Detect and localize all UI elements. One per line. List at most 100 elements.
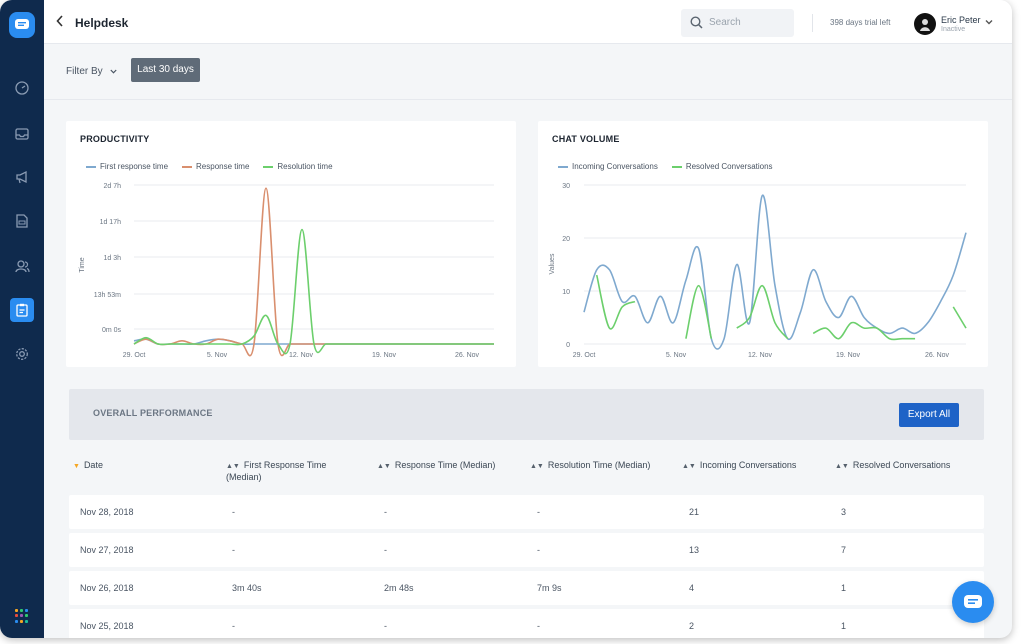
export-all-button[interactable]: Export All [899,403,959,427]
series-line [812,321,916,341]
search-input[interactable]: Search [681,9,794,37]
column-header-incoming[interactable]: ▲▼ Incoming Conversations [682,460,796,472]
cell-response: 2m 48s [384,583,414,593]
cell-response: - [384,545,387,555]
table-row[interactable]: Nov 27, 2018 - - - 13 7 [69,533,984,567]
settings-gear-icon[interactable] [10,342,34,366]
series-line [133,187,494,357]
legend-swatch [558,165,568,168]
cell-resolution: 7m 9s [537,583,562,593]
table-row[interactable]: Nov 25, 2018 - - - 2 1 [69,609,984,638]
x-tick: 29. Oct [573,352,596,359]
legend-label: Resolved Conversations [685,162,773,171]
cell-incoming: 21 [689,507,700,517]
column-header-label: Incoming Conversations [699,460,797,470]
document-icon[interactable] [10,209,34,233]
x-tick: 12. Nov [289,352,314,359]
legend-item[interactable]: Resolved Conversations [671,162,773,171]
series-line [583,194,967,350]
back-chevron-icon[interactable] [56,14,64,30]
reports-icon[interactable] [10,298,34,322]
productivity-chart: Time 2d 7h 1d 17h 1d 3h 13h 53m 0m 0s 29… [79,183,494,359]
chat-volume-chart: Values 30 20 10 0 29. Oct 5. Nov 12. Nov… [549,183,967,359]
inbox-icon[interactable] [10,121,34,145]
series-line [133,228,494,355]
legend-item[interactable]: Incoming Conversations [558,162,658,171]
cell-date: Nov 28, 2018 [80,507,134,517]
cell-incoming: 13 [689,545,700,555]
chat-volume-legend: Incoming Conversations Resolved Conversa… [558,162,773,171]
column-header-label: Resolution Time (Median) [547,460,651,470]
legend-item[interactable]: First response time [86,162,168,171]
chat-volume-card: CHAT VOLUME Incoming Conversations Resol… [538,121,988,367]
top-bar: Helpdesk Search 398 days trial left Eric… [44,0,1012,44]
x-tick: 29. Oct [123,352,146,359]
column-header-date[interactable]: ▼ Date [73,460,103,472]
cell-first-response: 3m 40s [232,583,262,593]
legend-swatch [182,165,193,168]
cell-resolved: 1 [841,583,847,593]
avatar[interactable] [914,13,936,35]
legend-label: First response time [100,162,169,171]
contacts-icon[interactable] [10,254,34,278]
y-tick: 0m 0s [102,327,122,334]
column-header-response[interactable]: ▲▼ Response Time (Median) [377,460,495,472]
y-axis-label: Values [549,253,556,274]
cell-first-response: - [232,545,235,555]
trial-status: 398 days trial left [830,18,891,27]
chat-launcher-button[interactable] [952,581,994,623]
cell-response: - [384,621,387,631]
cell-response: - [384,507,387,517]
column-header-resolution[interactable]: ▲▼ Resolution Time (Median) [530,460,650,472]
divider [812,14,813,32]
x-tick: 5. Nov [207,352,228,359]
y-tick: 0 [566,342,570,349]
cell-incoming: 4 [689,583,695,593]
column-header-first-response[interactable]: ▲▼ First Response Time (Median) [226,460,356,483]
sort-icon: ▲▼ [226,463,240,470]
cell-incoming: 2 [689,621,695,631]
app-logo-icon[interactable] [9,12,35,38]
user-menu-chevron-icon[interactable] [985,18,993,27]
y-tick: 13h 53m [94,292,121,299]
series-line [685,284,713,339]
sidebar [0,0,44,638]
user-name[interactable]: Eric Peter [941,15,981,25]
chat-icon [964,594,982,608]
column-header-resolved[interactable]: ▲▼ Resolved Conversations [835,460,950,472]
y-tick: 20 [562,236,570,243]
y-tick: 2d 7h [103,183,121,190]
x-tick: 12. Nov [748,352,773,359]
dashboard-icon[interactable] [10,76,34,100]
table-row[interactable]: Nov 26, 2018 3m 40s 2m 48s 7m 9s 4 1 [69,571,984,605]
search-icon [690,16,703,34]
column-header-label: Resolved Conversations [852,460,951,470]
table-header: ▼ Date ▲▼ First Response Time (Median) ▲▼ R… [69,455,984,491]
megaphone-icon[interactable] [10,165,34,189]
cell-date: Nov 25, 2018 [80,621,134,631]
filter-label: Filter By [66,66,103,77]
cell-first-response: - [232,507,235,517]
sort-icon: ▲▼ [377,463,391,470]
y-tick: 30 [562,183,570,190]
legend-item[interactable]: Resolution time [263,162,333,171]
legend-label: Resolution time [277,162,333,171]
productivity-legend: First response time Response time Resolu… [86,162,333,171]
app-window: Helpdesk Search 398 days trial left Eric… [0,0,1012,638]
filter-dropdown[interactable]: Filter By [66,66,118,77]
productivity-title: PRODUCTIVITY [80,134,150,144]
table-row[interactable]: Nov 28, 2018 - - - 21 3 [69,495,984,529]
x-tick: 19. Nov [372,352,397,359]
overall-performance-title: OVERALL PERFORMANCE [93,408,213,418]
date-range-button[interactable]: Last 30 days [131,58,200,82]
legend-swatch [263,165,274,168]
series-line [595,274,636,330]
cell-date: Nov 27, 2018 [80,545,134,555]
cell-resolution: - [537,507,540,517]
y-tick: 1d 17h [100,219,122,226]
legend-item[interactable]: Response time [182,162,249,171]
cell-resolution: - [537,621,540,631]
series-line [952,306,967,329]
apps-grid-icon[interactable] [15,609,29,623]
legend-label: Incoming Conversations [572,162,658,171]
